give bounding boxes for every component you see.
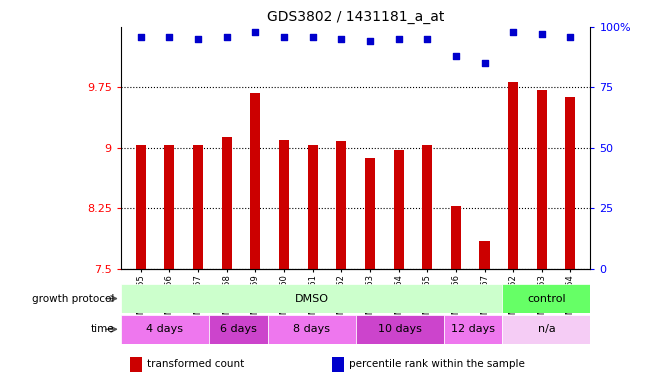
Point xyxy=(250,29,261,35)
Bar xyxy=(164,146,174,269)
Point xyxy=(508,29,519,35)
Bar xyxy=(336,141,346,269)
Bar xyxy=(451,206,461,269)
Bar xyxy=(308,145,317,269)
Point xyxy=(221,33,232,40)
Bar xyxy=(193,146,203,269)
Bar xyxy=(422,145,432,269)
Bar xyxy=(250,93,260,269)
Text: time: time xyxy=(91,324,114,334)
Bar xyxy=(480,241,490,269)
Text: 4 days: 4 days xyxy=(146,324,183,334)
Bar xyxy=(136,146,146,269)
Point xyxy=(393,36,404,42)
Bar xyxy=(332,357,344,372)
Point xyxy=(307,33,318,40)
Bar xyxy=(121,315,209,344)
Text: percentile rank within the sample: percentile rank within the sample xyxy=(348,359,525,369)
Bar xyxy=(268,315,356,344)
Bar xyxy=(566,97,576,269)
Bar xyxy=(209,315,268,344)
Bar xyxy=(444,315,503,344)
Text: 12 days: 12 days xyxy=(451,324,495,334)
Point xyxy=(450,53,461,59)
Text: 6 days: 6 days xyxy=(220,324,256,334)
Point xyxy=(565,33,576,40)
Text: 8 days: 8 days xyxy=(293,324,330,334)
Bar xyxy=(121,284,503,313)
Point xyxy=(364,38,375,45)
Bar xyxy=(503,315,590,344)
Point xyxy=(136,33,146,40)
Bar xyxy=(394,150,403,269)
Point xyxy=(164,33,175,40)
Title: GDS3802 / 1431181_a_at: GDS3802 / 1431181_a_at xyxy=(267,10,444,25)
Point xyxy=(422,36,433,42)
Point xyxy=(278,33,289,40)
Text: n/a: n/a xyxy=(537,324,556,334)
Bar xyxy=(537,90,547,269)
Text: DMSO: DMSO xyxy=(295,293,329,304)
Text: control: control xyxy=(527,293,566,304)
Bar xyxy=(130,357,142,372)
Point xyxy=(193,36,203,42)
Text: transformed count: transformed count xyxy=(146,359,244,369)
Bar xyxy=(365,157,375,269)
Point xyxy=(536,31,547,37)
Bar xyxy=(356,315,444,344)
Point xyxy=(479,60,490,66)
Bar xyxy=(503,284,590,313)
Bar xyxy=(279,140,289,269)
Text: 10 days: 10 days xyxy=(378,324,421,334)
Bar xyxy=(508,82,518,269)
Point xyxy=(336,36,347,42)
Text: growth protocol: growth protocol xyxy=(32,293,114,304)
Bar xyxy=(221,137,231,269)
